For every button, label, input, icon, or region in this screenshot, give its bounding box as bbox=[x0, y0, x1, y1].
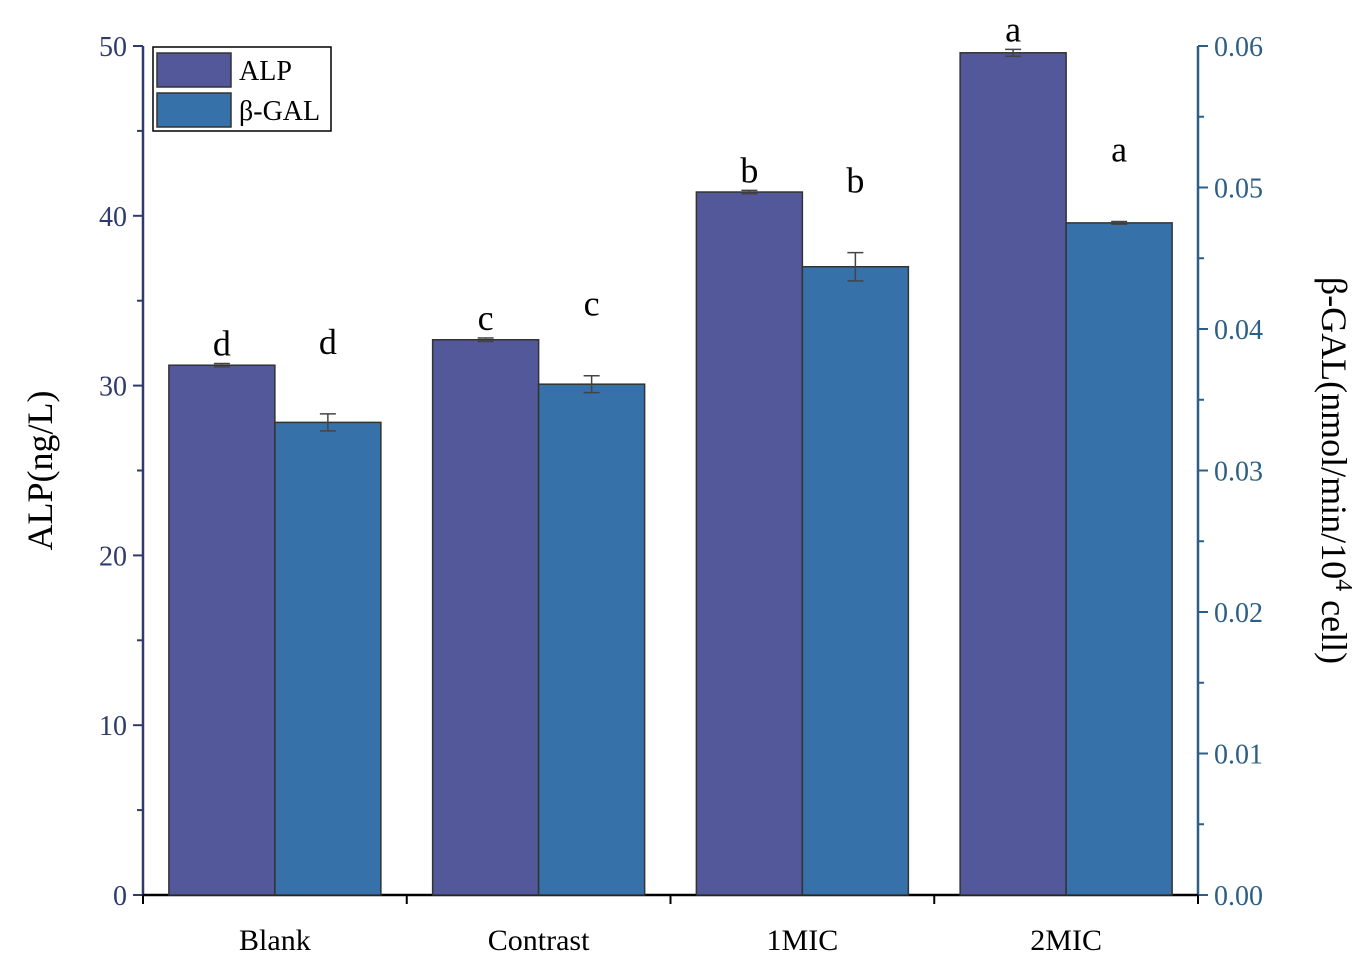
bar-beta-gal bbox=[1065, 222, 1173, 896]
legend-label: ALP bbox=[239, 56, 292, 87]
left-tick-label: 0 bbox=[113, 881, 127, 912]
axes-layer: 0 10 20 30 40 50 0.00 0.01 0.02 0.03 0.04 0.05 0.06 B… bbox=[20, 32, 1356, 957]
x-tick-label: 2MIC bbox=[1030, 924, 1102, 957]
left-tick-label: 40 bbox=[99, 202, 127, 233]
legend-swatch bbox=[156, 92, 232, 128]
right-tick-label: 0.06 bbox=[1214, 32, 1263, 63]
left-tick-label: 10 bbox=[99, 711, 127, 742]
right-tick-label: 0.00 bbox=[1214, 881, 1263, 912]
significance-label: c bbox=[584, 284, 600, 324]
left-tick-label: 50 bbox=[99, 32, 127, 63]
bar-alp bbox=[431, 339, 540, 896]
significance-label: b bbox=[740, 150, 758, 190]
x-tick-label: Blank bbox=[239, 924, 311, 957]
bar-beta-gal bbox=[537, 383, 646, 896]
significance-label: a bbox=[1005, 9, 1021, 49]
significance-label: b bbox=[846, 161, 864, 201]
bar-beta-gal bbox=[801, 265, 910, 896]
y-axis-title-right-sup: 4 bbox=[1330, 579, 1356, 591]
right-tick-label: 0.03 bbox=[1214, 457, 1263, 488]
legend-swatch bbox=[156, 52, 232, 88]
x-tick-label: Contrast bbox=[488, 924, 590, 957]
y-axis-title-left: ALP(ng/L) bbox=[20, 391, 60, 551]
y-axis-title-right-tail: cell) bbox=[1314, 591, 1354, 664]
bars-layer bbox=[168, 48, 1173, 896]
y-axis-title-right: β-GAL(nmol/min/104 cell) bbox=[1314, 277, 1356, 664]
left-tick-label: 20 bbox=[99, 541, 127, 572]
significance-label: d bbox=[319, 322, 337, 362]
right-tick-label: 0.01 bbox=[1214, 740, 1263, 771]
bar-alp bbox=[695, 191, 804, 896]
x-tick-label: 1MIC bbox=[767, 924, 839, 957]
right-tick-label: 0.05 bbox=[1214, 174, 1263, 205]
y-axis-title-right-main: β-GAL(nmol/min/10 bbox=[1314, 277, 1354, 579]
bar-alp bbox=[168, 364, 276, 896]
left-tick-label: 30 bbox=[99, 372, 127, 403]
significance-label: c bbox=[478, 298, 494, 338]
legend: ALP β-GAL bbox=[152, 46, 332, 132]
legend-label: β-GAL bbox=[239, 96, 320, 127]
significance-label: d bbox=[213, 324, 231, 364]
bar-alp bbox=[959, 52, 1067, 896]
bar-beta-gal bbox=[274, 421, 382, 896]
labels-layer: d c b a d c b a bbox=[213, 9, 1127, 363]
right-tick-label: 0.02 bbox=[1214, 598, 1263, 629]
right-tick-label: 0.04 bbox=[1214, 315, 1263, 346]
significance-label: a bbox=[1111, 129, 1127, 169]
